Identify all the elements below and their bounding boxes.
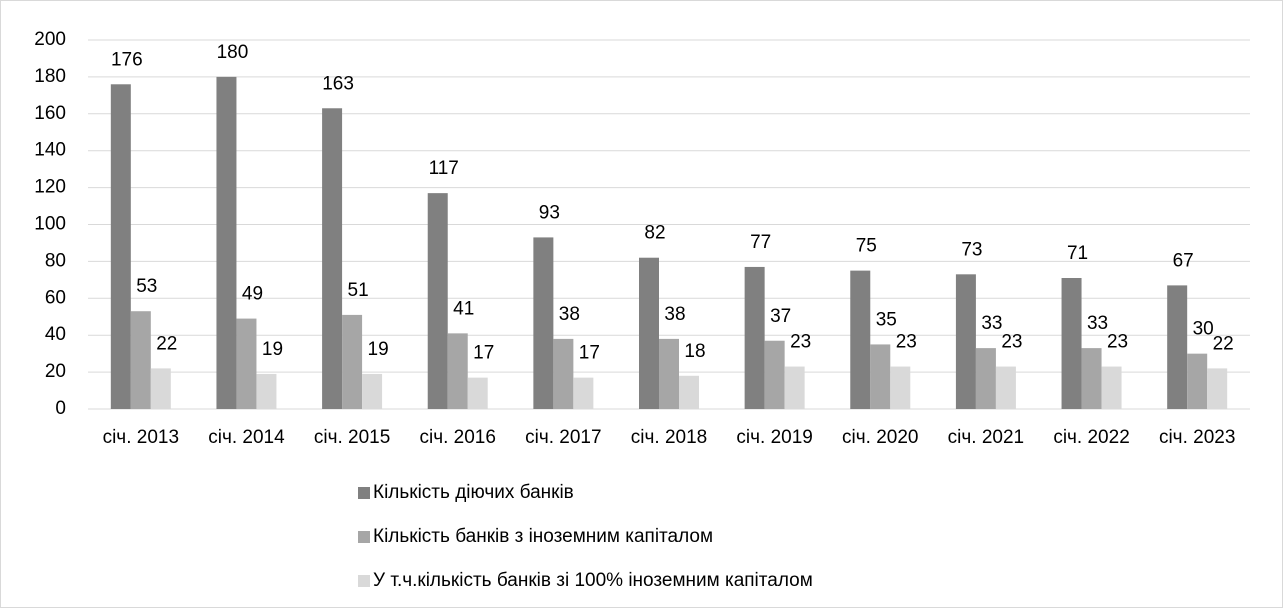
x-tick-label: січ. 2014 [208, 427, 285, 448]
data-label: 19 [262, 339, 283, 360]
x-tick-label: січ. 2016 [420, 427, 496, 448]
bar [955, 274, 976, 409]
bar [784, 366, 805, 409]
bar [1061, 278, 1082, 409]
x-tick-label: січ. 2013 [103, 427, 179, 448]
bar [216, 76, 237, 410]
data-label: 19 [368, 339, 389, 360]
legend-swatch [358, 531, 370, 543]
bar [850, 270, 871, 409]
bar [573, 377, 594, 409]
bar [553, 338, 574, 409]
data-label: 17 [579, 343, 600, 364]
bar [322, 108, 343, 409]
legend-swatch [358, 487, 370, 499]
bar [975, 348, 996, 409]
y-tick-label: 60 [45, 287, 66, 308]
data-label: 53 [136, 276, 157, 297]
data-label: 163 [322, 73, 354, 94]
x-tick-label: січ. 2017 [525, 427, 601, 448]
data-label: 33 [981, 313, 1002, 334]
data-label: 82 [644, 223, 665, 244]
data-label: 22 [156, 333, 177, 354]
y-tick-label: 180 [34, 66, 66, 87]
y-tick-label: 140 [34, 140, 66, 161]
x-tick-label: січ. 2021 [948, 427, 1024, 448]
legend-label: Кількість діючих банків [373, 482, 574, 503]
bar [764, 340, 785, 409]
data-label: 176 [111, 49, 143, 70]
bar [744, 266, 765, 409]
bar [1207, 368, 1228, 409]
data-label: 73 [961, 239, 982, 260]
bar [342, 314, 363, 409]
data-label: 37 [770, 306, 791, 327]
legend-label: У т.ч.кількість банків зі 100% іноземним… [373, 570, 813, 591]
data-label: 22 [1213, 333, 1234, 354]
data-label: 75 [856, 236, 877, 257]
x-tick-label: січ. 2018 [631, 427, 707, 448]
x-tick-label: січ. 2020 [842, 427, 918, 448]
bar [1167, 285, 1188, 409]
x-tick-label: січ. 2019 [736, 427, 812, 448]
data-label: 93 [539, 202, 560, 223]
legend-swatch [358, 575, 370, 587]
bar [1101, 366, 1122, 409]
bar [890, 366, 911, 409]
y-tick-label: 100 [34, 214, 66, 235]
data-label: 35 [876, 309, 897, 330]
y-tick-label: 0 [55, 398, 66, 419]
y-tick-label: 120 [34, 177, 66, 198]
bar [236, 318, 257, 409]
bar [639, 257, 659, 409]
data-label: 38 [559, 304, 580, 325]
data-label: 17 [473, 343, 494, 364]
data-label: 38 [664, 304, 685, 325]
bar [427, 193, 448, 409]
bar [870, 344, 891, 409]
y-tick-label: 200 [34, 29, 66, 50]
bar [256, 373, 277, 409]
y-tick-label: 20 [45, 361, 66, 382]
data-label: 23 [896, 332, 917, 353]
data-label: 33 [1087, 313, 1108, 334]
data-label: 30 [1193, 319, 1214, 340]
bar [659, 338, 679, 409]
y-tick-label: 160 [34, 103, 66, 124]
data-label: 67 [1173, 250, 1194, 271]
bar [679, 375, 699, 409]
data-label: 51 [348, 280, 369, 301]
bar [447, 333, 468, 409]
bar [110, 84, 131, 409]
bar [1187, 353, 1208, 409]
data-label: 41 [453, 298, 474, 319]
bar [995, 366, 1016, 409]
bar [150, 368, 171, 409]
data-label: 77 [750, 232, 771, 253]
bar [467, 377, 488, 409]
x-tick-label: січ. 2015 [314, 427, 390, 448]
bar [130, 311, 151, 409]
data-label: 71 [1067, 243, 1088, 264]
x-tick-label: січ. 2023 [1159, 427, 1235, 448]
data-label: 23 [790, 332, 811, 353]
data-label: 23 [1107, 332, 1128, 353]
legend-label: Кількість банків з іноземним капіталом [373, 526, 713, 547]
data-label: 180 [217, 42, 249, 63]
data-label: 18 [684, 341, 705, 362]
bar [362, 373, 383, 409]
x-tick-label: січ. 2022 [1053, 427, 1129, 448]
data-label: 117 [429, 158, 459, 179]
y-tick-label: 40 [45, 324, 66, 345]
y-tick-label: 80 [45, 250, 66, 271]
data-label: 23 [1001, 332, 1022, 353]
bar [533, 237, 554, 409]
bar [1081, 348, 1102, 409]
data-label: 49 [242, 284, 263, 305]
